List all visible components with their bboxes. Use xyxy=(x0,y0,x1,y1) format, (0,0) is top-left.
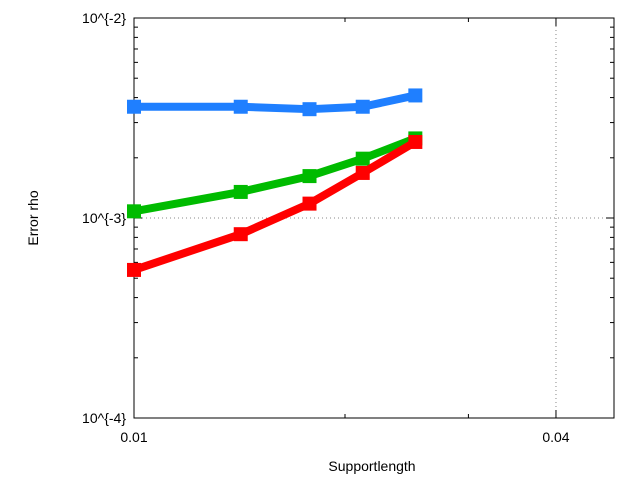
data-point xyxy=(302,196,317,211)
series-3 xyxy=(127,134,423,277)
y-tick-label: 10^{-3} xyxy=(82,210,126,226)
data-point xyxy=(355,165,370,180)
data-point xyxy=(355,151,370,166)
data-point xyxy=(302,102,317,117)
series-line xyxy=(133,134,417,216)
data-point xyxy=(302,169,317,184)
y-tick-label: 10^{-2} xyxy=(82,10,126,26)
y-axis-label: Error rho xyxy=(25,190,41,245)
x-tick-label: 0.01 xyxy=(120,429,147,445)
tick-labels: 10^{-4} 10^{-3} 10^{-2} 0.01 0.04 xyxy=(82,10,570,445)
data-point xyxy=(408,88,423,103)
y-tick-label: 10^{-4} xyxy=(82,410,126,426)
x-axis-label: Supportlength xyxy=(328,458,415,474)
grid xyxy=(134,18,614,418)
data-point xyxy=(127,204,141,219)
x-tick-label: 0.04 xyxy=(542,429,569,445)
data-point xyxy=(127,99,141,114)
data-point xyxy=(127,262,141,277)
data-point xyxy=(355,99,370,114)
series-group xyxy=(127,88,423,277)
axis-ticks xyxy=(133,17,614,419)
data-point xyxy=(233,227,248,242)
series-line xyxy=(134,91,417,114)
data-point xyxy=(233,184,248,199)
series-1 xyxy=(127,88,423,117)
data-point xyxy=(233,99,248,114)
data-point xyxy=(408,134,423,149)
series-2 xyxy=(127,131,423,219)
